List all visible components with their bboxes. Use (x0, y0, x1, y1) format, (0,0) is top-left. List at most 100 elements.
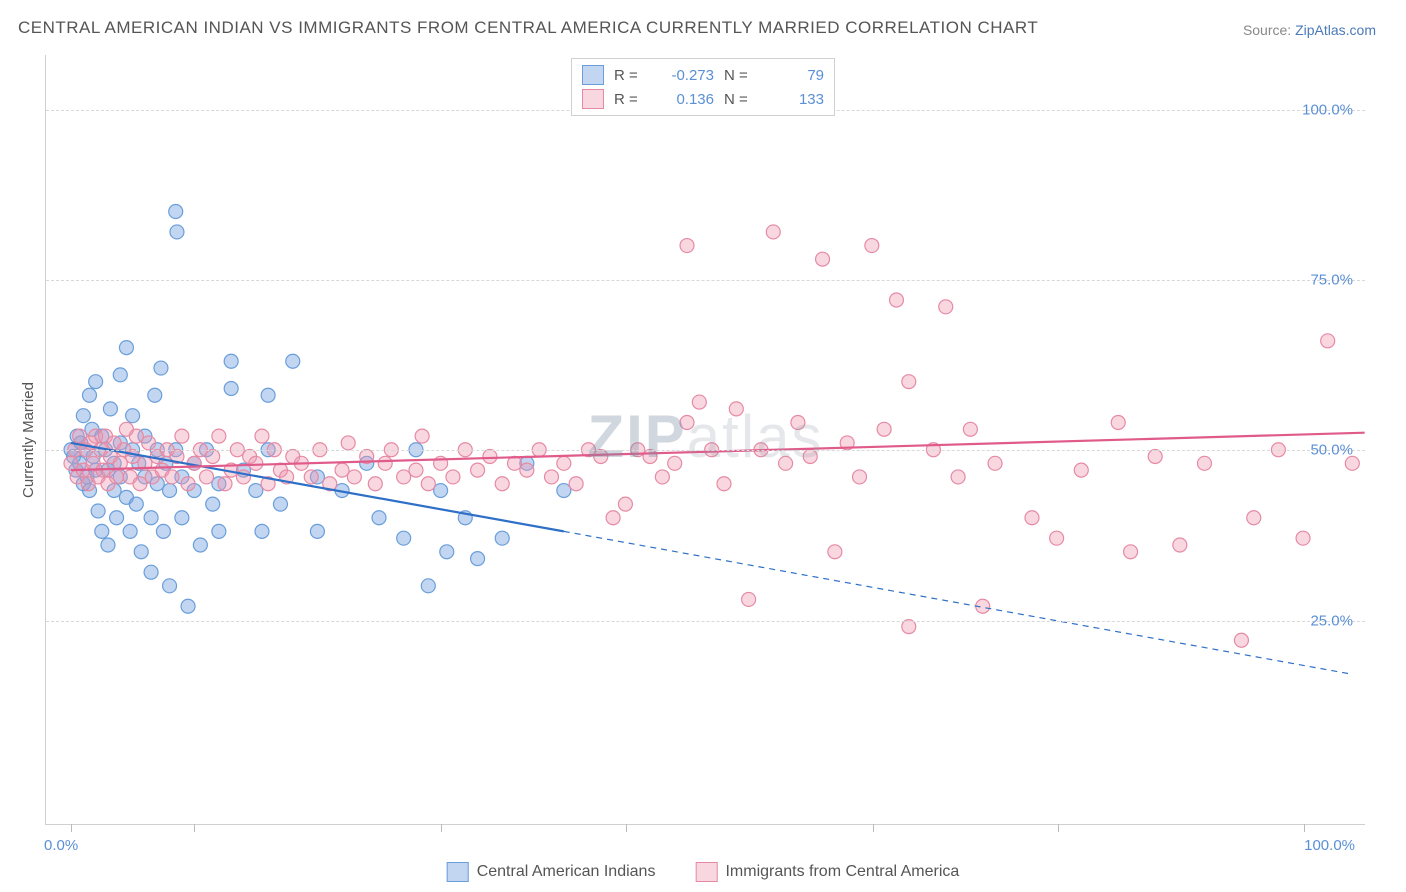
data-point (142, 436, 156, 450)
data-point (144, 565, 158, 579)
data-point (181, 599, 195, 613)
n-value-pink: 133 (764, 91, 824, 108)
data-point (680, 239, 694, 253)
y-axis-title: Currently Married (20, 382, 37, 498)
data-point (397, 470, 411, 484)
data-point (495, 477, 509, 491)
data-point (129, 497, 143, 511)
data-point (148, 388, 162, 402)
data-point (126, 409, 140, 423)
legend-label-blue: Central American Indians (477, 863, 656, 881)
data-point (1321, 334, 1335, 348)
r-label: R = (614, 67, 644, 84)
swatch-pink-icon (695, 862, 717, 882)
data-point (692, 395, 706, 409)
n-label: N = (724, 91, 754, 108)
data-point (680, 415, 694, 429)
data-point (378, 456, 392, 470)
data-point (1050, 531, 1064, 545)
n-value-blue: 79 (764, 67, 824, 84)
x-tick (873, 824, 874, 832)
data-point (557, 456, 571, 470)
data-point (1173, 538, 1187, 552)
data-point (175, 429, 189, 443)
data-point (1234, 633, 1248, 647)
y-tick-label: 100.0% (1302, 101, 1353, 118)
data-point (421, 477, 435, 491)
data-point (1111, 415, 1125, 429)
data-point (557, 484, 571, 498)
data-point (224, 354, 238, 368)
data-point (434, 484, 448, 498)
data-point (1247, 511, 1261, 525)
data-point (902, 620, 916, 634)
n-label: N = (724, 67, 754, 84)
data-point (606, 511, 620, 525)
data-point (156, 524, 170, 538)
data-point (249, 456, 263, 470)
data-point (816, 252, 830, 266)
data-point (1124, 545, 1138, 559)
data-point (939, 300, 953, 314)
data-point (545, 470, 559, 484)
data-point (335, 463, 349, 477)
scatter-plot-svg (46, 55, 1365, 824)
data-point (397, 531, 411, 545)
data-point (421, 579, 435, 593)
swatch-blue (582, 65, 604, 85)
data-point (154, 361, 168, 375)
legend-row-pink: R = 0.136 N = 133 (582, 87, 824, 111)
gridline (46, 450, 1365, 451)
data-point (988, 456, 1002, 470)
trend-line-extrapolated (564, 531, 1353, 674)
data-point (261, 388, 275, 402)
data-point (129, 429, 143, 443)
data-point (742, 592, 756, 606)
data-point (95, 524, 109, 538)
data-point (409, 463, 423, 477)
data-point (218, 477, 232, 491)
data-point (902, 375, 916, 389)
data-point (126, 450, 140, 464)
data-point (249, 484, 263, 498)
data-point (144, 511, 158, 525)
data-point (200, 470, 214, 484)
data-point (91, 504, 105, 518)
data-point (963, 422, 977, 436)
data-point (110, 470, 124, 484)
data-point (471, 552, 485, 566)
data-point (286, 354, 300, 368)
data-point (717, 477, 731, 491)
data-point (495, 531, 509, 545)
data-point (123, 524, 137, 538)
x-tick (1304, 824, 1305, 832)
data-point (304, 470, 318, 484)
data-point (655, 470, 669, 484)
r-label: R = (614, 91, 644, 108)
y-tick-label: 25.0% (1310, 612, 1353, 629)
data-point (853, 470, 867, 484)
data-point (119, 341, 133, 355)
swatch-pink (582, 89, 604, 109)
data-point (643, 450, 657, 464)
data-point (273, 497, 287, 511)
legend-row-blue: R = -0.273 N = 79 (582, 63, 824, 87)
data-point (828, 545, 842, 559)
x-tick (1058, 824, 1059, 832)
data-point (113, 368, 127, 382)
data-point (255, 429, 269, 443)
data-point (889, 293, 903, 307)
data-point (224, 381, 238, 395)
data-point (64, 456, 78, 470)
data-point (569, 477, 583, 491)
source-link[interactable]: ZipAtlas.com (1295, 22, 1376, 38)
data-point (310, 524, 324, 538)
data-point (110, 511, 124, 525)
data-point (594, 450, 608, 464)
data-point (368, 477, 382, 491)
data-point (212, 429, 226, 443)
data-point (103, 402, 117, 416)
data-point (803, 450, 817, 464)
gridline (46, 280, 1365, 281)
legend-label-pink: Immigrants from Central America (725, 863, 959, 881)
